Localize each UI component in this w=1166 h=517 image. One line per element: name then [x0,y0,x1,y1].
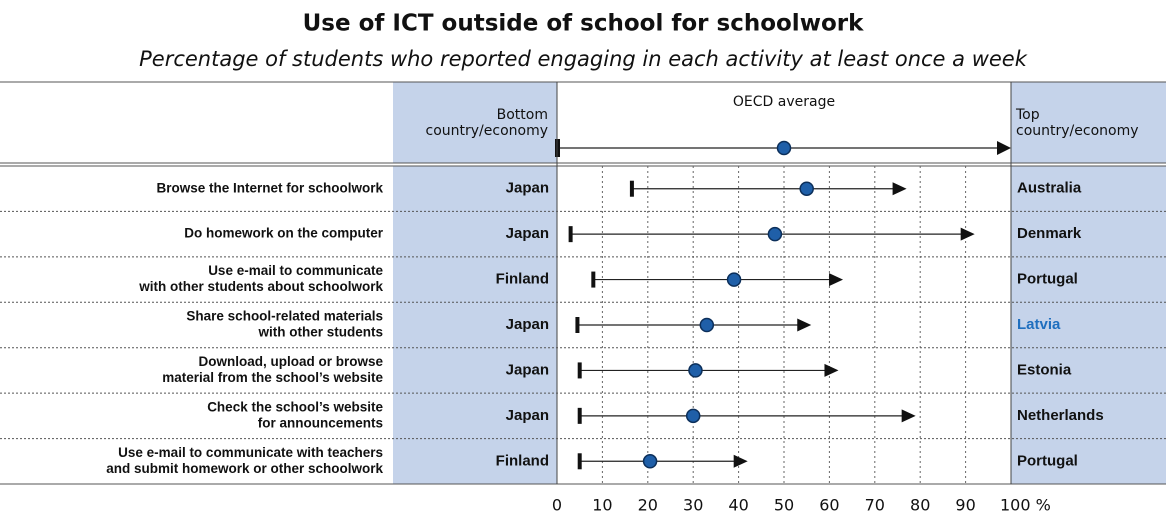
category-label: for announcements [258,415,383,430]
category-label: and submit homework or other schoolwork [106,461,383,476]
bottom-name: Finland [496,452,549,469]
top-mark [901,409,916,423]
bottom-name: Japan [506,361,549,378]
bottom-mark [577,362,582,379]
top-mark [829,273,844,287]
chart-title: Use of ICT outside of school for schoolw… [303,11,864,37]
x-tick-label: 40 [728,496,748,515]
legend-top: Top [1015,107,1040,123]
x-tick-label: 90 [955,496,975,515]
top-mark [960,227,975,241]
bottom-mark [577,453,582,470]
panel [1011,82,1166,163]
legend-top: country/economy [1016,123,1139,139]
top-mark [892,182,907,196]
average-dot [685,408,701,424]
average-dot [767,226,783,242]
x-tick-label: 30 [683,496,703,515]
legend-arrow [997,141,1011,155]
category-label: with other students [258,325,384,340]
panel [393,82,557,163]
top-name: Denmark [1017,225,1082,242]
top-name: Netherlands [1017,407,1104,424]
category-label: Use e-mail to communicate [208,263,383,278]
bottom-name: Japan [506,180,549,197]
category-label: with other students about schoolwork [138,279,383,294]
bottom-name: Japan [506,407,549,424]
x-tick-label: 0 [552,496,562,515]
average-dot [688,363,703,378]
x-tick-label: 70 [865,496,885,515]
category-label: Do homework on the computer [184,226,384,241]
panel [1011,166,1166,484]
average-dot [699,317,715,333]
top-name: Australia [1017,180,1082,197]
bottom-name: Japan [506,316,549,333]
top-mark [733,454,748,468]
bottom-mark [577,407,582,424]
x-tick-label: 10 [592,496,612,515]
x-tick-label: 50 [774,496,794,515]
category-label: Browse the Internet for schoolwork [156,180,383,195]
average-dot [726,272,742,287]
category-label: Check the school’s website [207,399,383,414]
category-label: Share school-related materials [186,309,383,324]
bottom-name: Japan [506,225,549,242]
x-tick-label: 80 [910,496,930,515]
average-dot [642,454,658,469]
legend-average: OECD average [733,94,835,110]
x-tick-label: 20 [638,496,658,515]
bottom-mark [629,180,634,197]
top-mark [797,318,812,332]
category-label: Use e-mail to communicate with teachers [118,445,383,460]
chart-subtitle: Percentage of students who reported enga… [139,47,1028,71]
bottom-mark [568,226,573,243]
legend-dot [776,140,792,156]
x-tick-label: 60 [819,496,839,515]
top-mark [824,363,839,377]
category-label: Download, upload or browse [198,354,383,369]
panel [393,166,557,484]
bottom-mark [575,317,580,333]
bottom-name: Finland [496,271,549,288]
legend-bottom: country/economy [426,123,549,139]
top-name: Portugal [1017,452,1078,469]
top-name: Latvia [1017,316,1061,333]
x-tick-label: 100 % [1000,496,1051,515]
category-label: material from the school’s website [162,370,383,385]
top-name: Portugal [1017,271,1078,288]
top-name: Estonia [1017,361,1072,378]
average-dot [799,181,814,196]
bottom-mark [591,271,596,288]
legend-bottom: Bottom [497,107,548,123]
